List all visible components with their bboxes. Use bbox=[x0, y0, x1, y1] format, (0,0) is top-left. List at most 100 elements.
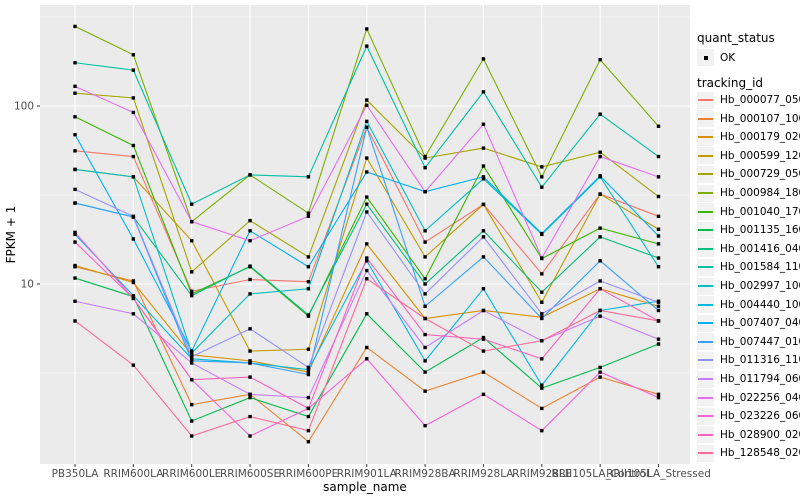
data-point bbox=[131, 68, 136, 72]
data-point bbox=[73, 319, 77, 323]
legend-item-Hb_001416_040: Hb_001416_040 bbox=[697, 240, 800, 258]
legend-color-line bbox=[698, 99, 713, 101]
data-point bbox=[365, 259, 369, 263]
legend-title-quant-status: quant_status bbox=[697, 31, 775, 45]
data-point bbox=[73, 84, 77, 89]
data-point bbox=[131, 293, 136, 298]
data-point bbox=[656, 395, 661, 400]
legend-item-label: Hb_011794_060 bbox=[720, 373, 800, 385]
data-point bbox=[306, 214, 311, 219]
data-point bbox=[306, 255, 311, 259]
legend-item-label: Hb_128548_020 bbox=[720, 447, 800, 460]
data-point bbox=[306, 347, 311, 351]
data-point bbox=[73, 132, 77, 137]
legend-color-line bbox=[698, 210, 713, 213]
data-point bbox=[481, 175, 486, 179]
data-point bbox=[306, 280, 311, 284]
data-point bbox=[598, 370, 602, 374]
data-point bbox=[73, 232, 77, 237]
data-point bbox=[540, 231, 544, 236]
data-point bbox=[365, 202, 369, 206]
data-point bbox=[365, 210, 369, 214]
legend-item-label: Hb_004440_100 bbox=[720, 298, 800, 311]
legend-key-box bbox=[697, 91, 714, 109]
data-point bbox=[248, 349, 252, 353]
data-point bbox=[365, 156, 369, 160]
data-point bbox=[365, 195, 369, 199]
legend-title-tracking-id: tracking_id bbox=[697, 76, 764, 90]
data-point bbox=[598, 226, 602, 230]
data-point bbox=[423, 389, 427, 393]
data-point bbox=[190, 289, 194, 293]
data-point bbox=[540, 316, 544, 321]
data-point bbox=[598, 308, 602, 313]
data-point bbox=[540, 256, 544, 260]
y-tick-label: 100 bbox=[14, 101, 34, 113]
legend-item-Hb_011794_060: Hb_011794_060 bbox=[697, 370, 800, 388]
data-point bbox=[190, 357, 194, 361]
legend-item-Hb_000984_180: Hb_000984_180 bbox=[697, 184, 800, 202]
y-axis-title: FPKM + 1 bbox=[4, 206, 18, 264]
x-axis-title: sample_name bbox=[323, 480, 407, 494]
legend-key-box bbox=[697, 49, 714, 66]
legend-item-label: Hb_001040_170 bbox=[720, 205, 800, 218]
data-point bbox=[481, 90, 486, 94]
data-point bbox=[540, 339, 544, 343]
data-point bbox=[423, 332, 427, 337]
legend-color-line bbox=[698, 173, 713, 176]
data-point bbox=[423, 423, 427, 428]
data-point bbox=[481, 308, 486, 313]
legend-item-label: Hb_001135_160 bbox=[720, 224, 800, 237]
legend-item-label: Hb_028900_020 bbox=[720, 428, 800, 441]
data-point bbox=[365, 357, 369, 361]
legend-item-label: Hb_007407_040 bbox=[720, 317, 800, 330]
legend-item-Hb_007447_010: Hb_007447_010 bbox=[697, 333, 800, 351]
data-point bbox=[481, 287, 486, 291]
legend-key-box bbox=[697, 314, 714, 332]
data-point bbox=[73, 115, 77, 119]
legend-key-box bbox=[697, 184, 714, 202]
legend-key-box bbox=[697, 203, 714, 221]
legend-key-box bbox=[697, 147, 714, 165]
legend-color-line bbox=[698, 229, 713, 232]
data-point bbox=[131, 110, 136, 115]
x-tick-label: RRIM600LA bbox=[103, 468, 164, 480]
data-point bbox=[423, 282, 427, 286]
data-point bbox=[598, 365, 602, 370]
data-point bbox=[540, 290, 544, 294]
data-point bbox=[131, 237, 136, 241]
data-point bbox=[190, 292, 194, 296]
legend-color-line bbox=[698, 359, 713, 362]
data-point bbox=[598, 58, 602, 62]
x-tick-label: RRIM600LE bbox=[162, 468, 221, 480]
data-point bbox=[540, 406, 544, 411]
data-point bbox=[540, 185, 544, 189]
data-point bbox=[131, 363, 136, 367]
legend-color-line bbox=[698, 285, 713, 287]
x-tick-label: PB350LA bbox=[52, 468, 100, 480]
legend-item-Hb_011316_110: Hb_011316_110 bbox=[697, 351, 800, 369]
legend-key-box bbox=[697, 351, 714, 369]
data-point bbox=[131, 280, 136, 285]
legend-panel: quant_status OK tracking_id Hb_000077_05… bbox=[694, 0, 800, 500]
legend-key-box bbox=[697, 389, 714, 407]
data-point bbox=[73, 167, 77, 172]
data-point bbox=[73, 149, 77, 153]
data-point bbox=[365, 312, 369, 316]
y-tick-label: 10 bbox=[21, 279, 34, 291]
data-point bbox=[190, 202, 194, 206]
data-point bbox=[598, 287, 602, 291]
legend-item-Hb_007407_040: Hb_007407_040 bbox=[697, 314, 800, 332]
data-point bbox=[190, 361, 194, 365]
legend-item-Hb_000107_100: Hb_000107_100 bbox=[697, 110, 800, 128]
data-point bbox=[248, 392, 252, 397]
data-point bbox=[656, 242, 661, 246]
legend-item-label: Hb_000729_050 bbox=[720, 168, 800, 181]
data-point bbox=[190, 402, 194, 407]
legend-item-label: Hb_000984_180 bbox=[720, 187, 800, 199]
data-point bbox=[365, 44, 369, 48]
data-point bbox=[306, 414, 311, 419]
legend-item-Hb_128548_020: Hb_128548_020 bbox=[697, 444, 800, 462]
data-point bbox=[656, 175, 661, 179]
